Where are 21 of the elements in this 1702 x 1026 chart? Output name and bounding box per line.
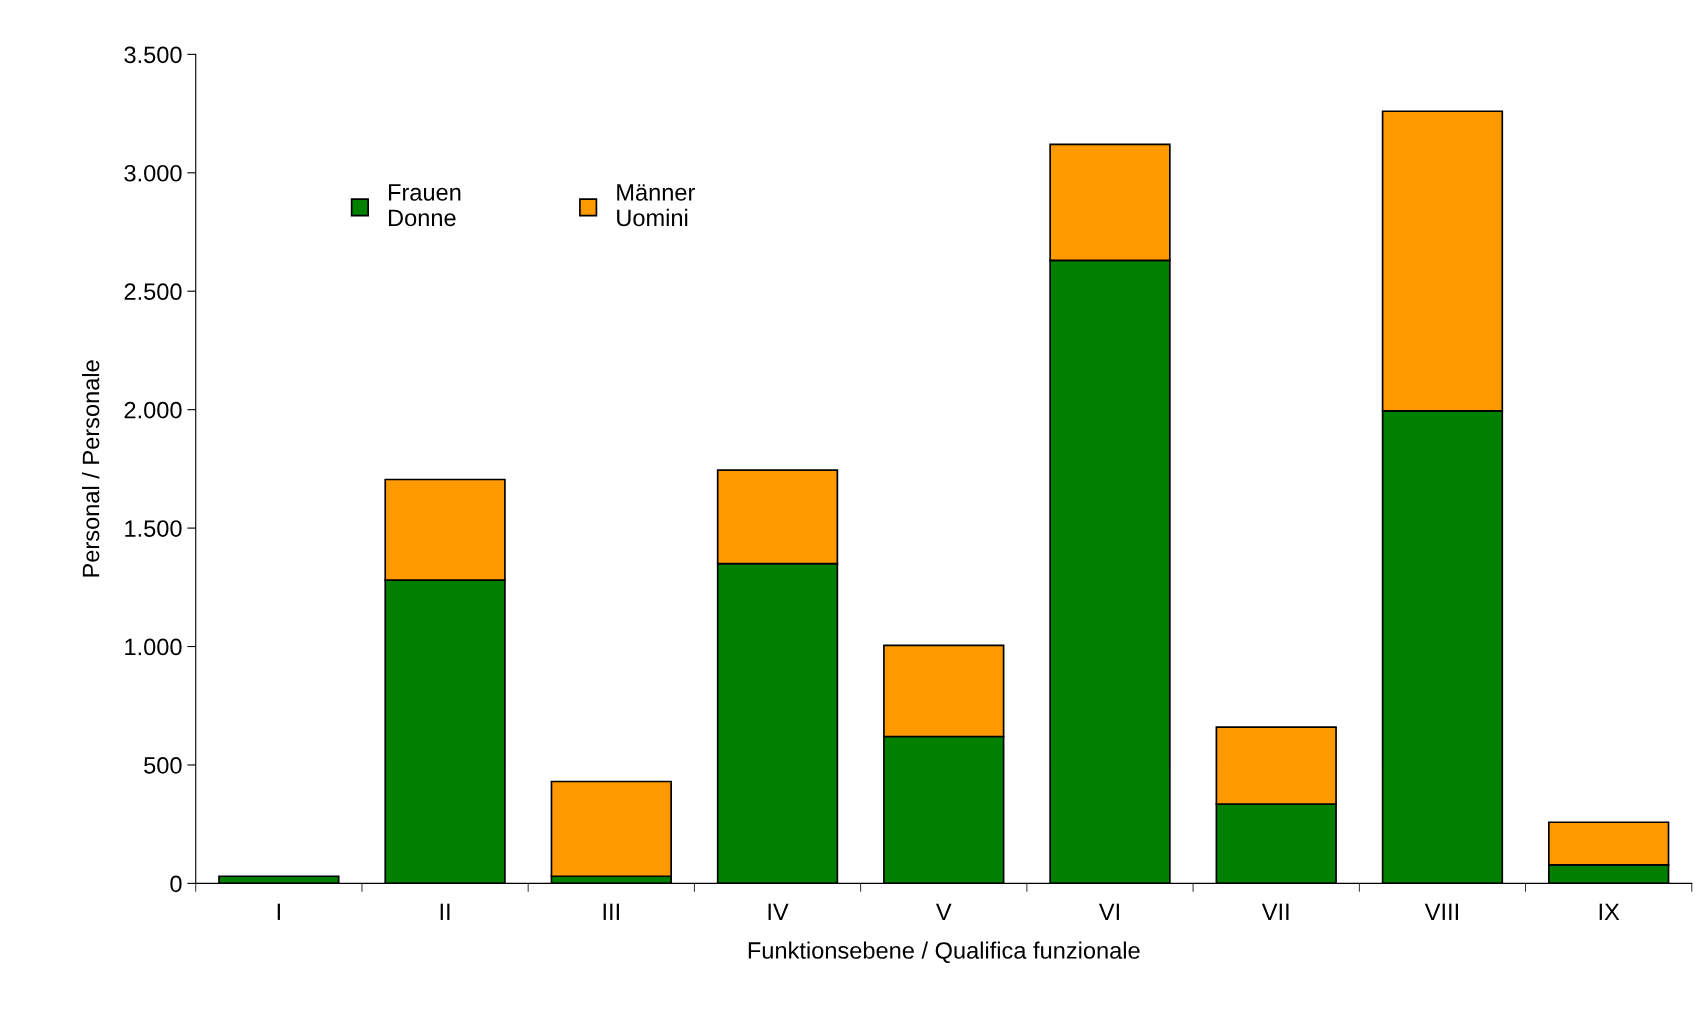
x-tick-label: I: [277, 903, 280, 920]
y-tick-label: 1.000: [125, 638, 182, 656]
y-tick-label: 2.500: [124, 283, 182, 301]
x-tick-label: IX: [1599, 903, 1620, 920]
y-tick-label: 3.500: [124, 46, 182, 64]
x-tick-label: VI: [1098, 903, 1119, 920]
x-tick-label: VIII: [1424, 903, 1458, 920]
x-tick-label: V: [935, 903, 952, 920]
y-tick-label: 0: [170, 875, 182, 893]
x-tick-label: III: [603, 903, 619, 920]
legend-label: Männer Uomini: [617, 184, 695, 227]
y-axis-title: Personal / Personale: [82, 360, 100, 577]
x-tick-label: II: [440, 903, 450, 920]
y-tick-label: 1.500: [125, 520, 182, 537]
y-tick-label: 500: [144, 757, 182, 774]
x-axis-title: Funktionsebene / Qualifica funzionale: [748, 941, 1140, 964]
y-tick-label: 3.000: [124, 164, 182, 182]
y-tick-label: 2.000: [124, 401, 182, 419]
x-tick-label: IV: [768, 903, 789, 920]
x-tick-label: VII: [1261, 903, 1289, 920]
legend-label: Frauen Donne: [388, 184, 461, 227]
